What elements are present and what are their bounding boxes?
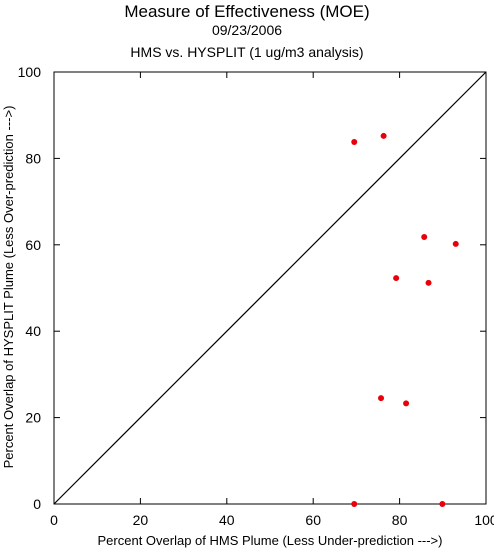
y-tick-label: 60	[25, 237, 41, 253]
y-tick-label: 0	[33, 496, 41, 512]
data-point	[351, 138, 358, 145]
x-tick-label: 20	[133, 512, 149, 528]
plot-border	[53, 71, 487, 505]
y-tick-label: 80	[25, 150, 41, 166]
y-axis-label: Percent Overlap of HYSPLIT Plume (Less O…	[1, 106, 16, 469]
reference-line-group	[53, 71, 487, 505]
x-tick-label: 0	[50, 512, 58, 528]
data-point	[421, 234, 428, 241]
x-tick-label: 40	[219, 512, 235, 528]
x-tick-label: 80	[392, 512, 408, 528]
plot-frame	[53, 71, 487, 505]
data-points	[351, 132, 459, 507]
y-tick-label: 40	[25, 323, 41, 339]
data-point	[351, 501, 358, 507]
y-tick-label: 20	[25, 410, 41, 426]
y-axis-ticks: 0 20 40 60 80 100	[18, 64, 486, 512]
chart-subtitle: HMS vs. HYSPLIT (1 ug/m3 analysis)	[130, 44, 363, 60]
x-tick-label: 60	[305, 512, 321, 528]
x-axis-ticks: 0 20 40 60 80 100	[50, 72, 494, 528]
data-point	[425, 279, 432, 286]
data-point	[380, 132, 387, 139]
x-axis-label: Percent Overlap of HMS Plume (Less Under…	[98, 533, 443, 548]
data-point	[452, 240, 459, 247]
chart-title: Measure of Effectiveness (MOE)	[124, 2, 369, 21]
data-point	[393, 275, 400, 282]
x-tick-label: 100	[474, 512, 494, 528]
data-point	[378, 395, 385, 402]
chart-date: 09/23/2006	[212, 22, 282, 38]
data-point	[439, 501, 446, 507]
y-tick-label: 100	[18, 64, 42, 80]
one-to-one-line	[53, 71, 487, 505]
data-point	[403, 400, 410, 407]
